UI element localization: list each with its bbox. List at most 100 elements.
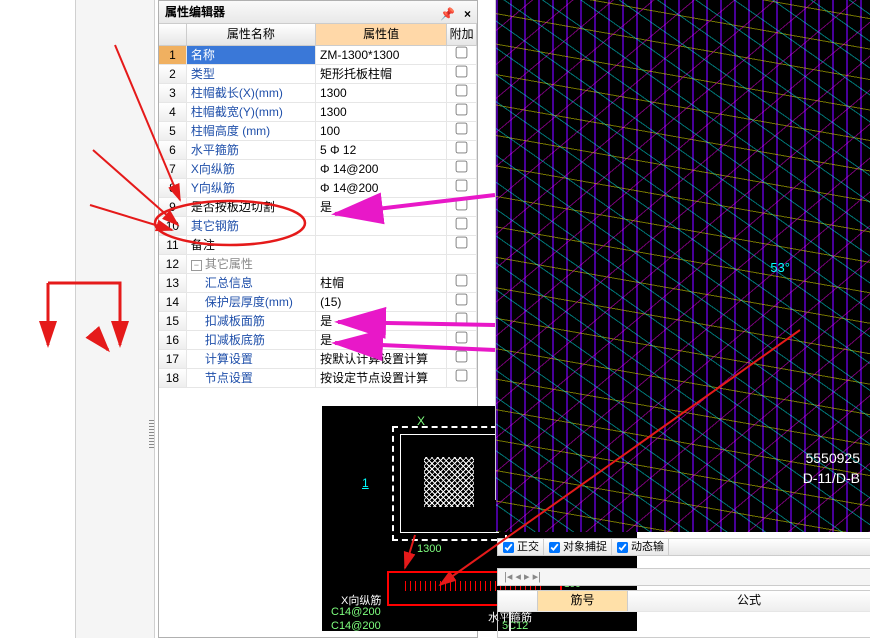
- property-name-cell[interactable]: 节点设置: [187, 369, 316, 387]
- property-value-cell[interactable]: [316, 255, 447, 273]
- property-row-10[interactable]: 10其它钢筋: [159, 217, 477, 236]
- property-row-7[interactable]: 7X向纵筋Φ 14@200: [159, 160, 477, 179]
- close-icon[interactable]: ×: [464, 3, 471, 26]
- property-extra-checkbox[interactable]: [456, 332, 468, 344]
- property-value-cell[interactable]: 1300: [316, 84, 447, 102]
- property-value-cell[interactable]: 1300: [316, 103, 447, 121]
- property-name-cell[interactable]: 备注: [187, 236, 316, 254]
- property-extra-cell[interactable]: [447, 293, 477, 311]
- rebar-grid-cell-1[interactable]: 1*: [498, 612, 510, 631]
- property-extra-cell[interactable]: [447, 122, 477, 140]
- property-name-cell[interactable]: 名称: [187, 46, 316, 64]
- status-ortho[interactable]: 正交: [498, 539, 544, 555]
- property-row-13[interactable]: 13汇总信息柱帽: [159, 274, 477, 293]
- property-extra-checkbox[interactable]: [456, 161, 468, 173]
- property-row-8[interactable]: 8Y向纵筋Φ 14@200: [159, 179, 477, 198]
- property-name-cell[interactable]: 扣减板面筋: [187, 312, 316, 330]
- property-extra-checkbox[interactable]: [456, 313, 468, 325]
- property-row-3[interactable]: 3柱帽截长(X)(mm)1300: [159, 84, 477, 103]
- property-row-9[interactable]: 9是否按板边切割是: [159, 198, 477, 217]
- property-extra-cell[interactable]: [447, 103, 477, 121]
- property-extra-cell[interactable]: [447, 331, 477, 349]
- record-navigator-arrows[interactable]: |◂ ◂ ▸ ▸|: [504, 571, 541, 583]
- property-extra-checkbox[interactable]: [456, 142, 468, 154]
- property-name-cell[interactable]: −其它属性: [187, 255, 316, 273]
- property-value-cell[interactable]: (15): [316, 293, 447, 311]
- sidebar-drag-handle[interactable]: [149, 420, 154, 450]
- property-name-cell[interactable]: 类型: [187, 65, 316, 83]
- status-snap-checkbox[interactable]: [549, 541, 560, 552]
- property-value-cell[interactable]: 是: [316, 312, 447, 330]
- property-extra-checkbox[interactable]: [456, 237, 468, 249]
- property-name-cell[interactable]: 汇总信息: [187, 274, 316, 292]
- property-extra-cell[interactable]: [447, 46, 477, 64]
- property-value-cell[interactable]: 按设定节点设置计算: [316, 369, 447, 387]
- property-value-cell[interactable]: 矩形托板柱帽: [316, 65, 447, 83]
- property-extra-checkbox[interactable]: [456, 275, 468, 287]
- property-extra-checkbox[interactable]: [456, 218, 468, 230]
- property-extra-cell[interactable]: [447, 274, 477, 292]
- property-value-cell[interactable]: [316, 236, 447, 254]
- property-row-12[interactable]: 12−其它属性: [159, 255, 477, 274]
- property-editor-title[interactable]: 属性编辑器 📌 ×: [159, 1, 477, 24]
- property-name-cell[interactable]: 水平箍筋: [187, 141, 316, 159]
- expander-icon[interactable]: −: [191, 260, 202, 271]
- property-value-cell[interactable]: 是: [316, 198, 447, 216]
- property-row-11[interactable]: 11备注: [159, 236, 477, 255]
- property-extra-cell[interactable]: [447, 217, 477, 235]
- cad-viewport[interactable]: 53° 5550925 D-11/D-B: [496, 0, 870, 532]
- property-extra-checkbox[interactable]: [456, 180, 468, 192]
- property-extra-cell[interactable]: [447, 198, 477, 216]
- property-extra-checkbox[interactable]: [456, 66, 468, 78]
- property-value-cell[interactable]: 柱帽: [316, 274, 447, 292]
- property-extra-cell[interactable]: [447, 255, 477, 273]
- property-row-1[interactable]: 1名称ZM-1300*1300: [159, 46, 477, 65]
- property-name-cell[interactable]: 其它钢筋: [187, 217, 316, 235]
- property-value-cell[interactable]: 按默认计算设置计算: [316, 350, 447, 368]
- property-row-16[interactable]: 16扣减板底筋是: [159, 331, 477, 350]
- property-value-cell[interactable]: 5 Φ 12: [316, 141, 447, 159]
- property-extra-checkbox[interactable]: [456, 199, 468, 211]
- property-name-cell[interactable]: 柱帽截宽(Y)(mm): [187, 103, 316, 121]
- pin-icon[interactable]: 📌: [440, 3, 455, 26]
- property-extra-cell[interactable]: [447, 65, 477, 83]
- property-extra-cell[interactable]: [447, 236, 477, 254]
- property-row-4[interactable]: 4柱帽截宽(Y)(mm)1300: [159, 103, 477, 122]
- property-extra-checkbox[interactable]: [456, 47, 468, 59]
- property-row-15[interactable]: 15扣减板面筋是: [159, 312, 477, 331]
- property-value-cell[interactable]: Φ 14@200: [316, 160, 447, 178]
- status-dyn-checkbox[interactable]: [617, 541, 628, 552]
- property-extra-cell[interactable]: [447, 369, 477, 387]
- property-extra-checkbox[interactable]: [456, 370, 468, 382]
- property-extra-checkbox[interactable]: [456, 104, 468, 116]
- property-name-cell[interactable]: X向纵筋: [187, 160, 316, 178]
- property-row-14[interactable]: 14保护层厚度(mm)(15): [159, 293, 477, 312]
- property-name-cell[interactable]: 保护层厚度(mm): [187, 293, 316, 311]
- property-extra-checkbox[interactable]: [456, 351, 468, 363]
- property-name-cell[interactable]: 柱帽高度 (mm): [187, 122, 316, 140]
- rebar-grid-cell-3[interactable]: [511, 612, 870, 631]
- property-name-cell[interactable]: 柱帽截长(X)(mm): [187, 84, 316, 102]
- property-value-cell[interactable]: 是: [316, 331, 447, 349]
- property-row-6[interactable]: 6水平箍筋5 Φ 12: [159, 141, 477, 160]
- property-value-cell[interactable]: 100: [316, 122, 447, 140]
- property-extra-checkbox[interactable]: [456, 294, 468, 306]
- property-name-cell[interactable]: 扣减板底筋: [187, 331, 316, 349]
- property-value-cell[interactable]: ZM-1300*1300: [316, 46, 447, 64]
- property-extra-cell[interactable]: [447, 312, 477, 330]
- record-navigator[interactable]: |◂ ◂ ▸ ▸|: [497, 568, 870, 586]
- property-extra-cell[interactable]: [447, 160, 477, 178]
- status-snap[interactable]: 对象捕捉: [544, 539, 612, 555]
- status-dyn[interactable]: 动态输: [612, 539, 669, 555]
- status-ortho-checkbox[interactable]: [503, 541, 514, 552]
- property-extra-cell[interactable]: [447, 179, 477, 197]
- property-name-cell[interactable]: Y向纵筋: [187, 179, 316, 197]
- property-value-cell[interactable]: [316, 217, 447, 235]
- property-row-5[interactable]: 5柱帽高度 (mm)100: [159, 122, 477, 141]
- property-row-17[interactable]: 17计算设置按默认计算设置计算: [159, 350, 477, 369]
- property-name-cell[interactable]: 是否按板边切割: [187, 198, 316, 216]
- property-row-2[interactable]: 2类型矩形托板柱帽: [159, 65, 477, 84]
- property-name-cell[interactable]: 计算设置: [187, 350, 316, 368]
- property-extra-checkbox[interactable]: [456, 123, 468, 135]
- property-extra-cell[interactable]: [447, 84, 477, 102]
